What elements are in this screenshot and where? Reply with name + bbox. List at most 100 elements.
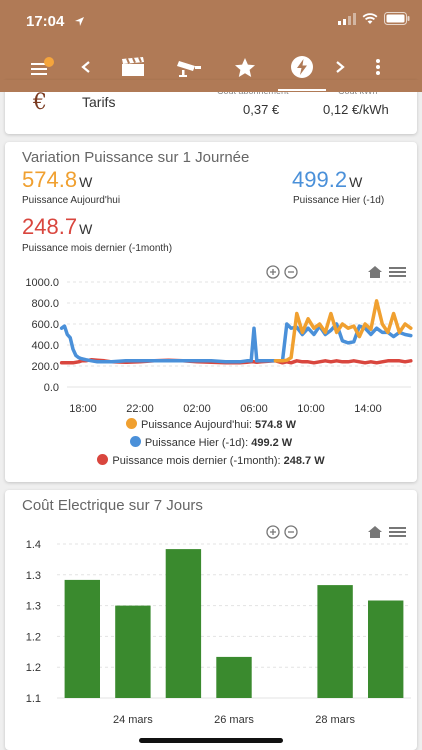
yesterday-power-label: Puissance Hier (-1d) — [293, 195, 385, 206]
cost-bar — [317, 585, 353, 698]
yesterday-power-unit: W — [349, 174, 363, 190]
active-tab-indicator — [278, 89, 326, 91]
zoom-out-icon[interactable] — [284, 265, 298, 279]
yesterday-power-number: 499.2 — [292, 167, 348, 192]
y-tick-label: 800.0 — [31, 298, 59, 310]
home-indicator — [139, 738, 283, 743]
power-card-title: Variation Puissance sur 1 Journée — [22, 149, 250, 166]
cost-bar — [216, 656, 252, 698]
series-line — [273, 299, 413, 363]
more-button[interactable] — [362, 52, 394, 82]
signal-icon — [338, 12, 356, 25]
power-chart-zoom-controls — [265, 264, 299, 280]
today-power-number: 574.8 — [22, 167, 78, 192]
lastmonth-power-unit: W — [79, 221, 93, 237]
y-tick-label: 1.3 — [26, 570, 41, 582]
star-icon — [235, 57, 255, 77]
cost-chart-zoom-controls — [265, 524, 299, 540]
y-tick-label: 400.0 — [31, 340, 59, 352]
x-tick-label: 22:00 — [126, 403, 154, 415]
legend-dot-lastmonth — [97, 454, 109, 465]
legend-dot-today — [126, 418, 137, 429]
hamburger-icon[interactable] — [389, 267, 406, 277]
legend-lastmonth-name: Puissance mois dernier (-1month): — [112, 455, 281, 467]
y-tick-label: 1.1 — [26, 693, 41, 705]
menu-button[interactable] — [26, 52, 58, 82]
battery-icon — [384, 12, 410, 25]
bolt-icon — [291, 56, 313, 78]
x-tick-label: 02:00 — [183, 403, 211, 415]
energy-button[interactable] — [286, 52, 318, 82]
x-tick-label: 18:00 — [69, 403, 97, 415]
wifi-icon — [362, 12, 378, 24]
cost-bar-chart: 1.4 1.3 1.3 1.2 1.2 1.1 24 mars 26 mars 28 mars — [26, 539, 411, 726]
chart-tools — [368, 526, 406, 538]
x-tick-label: 14:00 — [354, 403, 382, 415]
x-tick-label: 06:00 — [240, 403, 268, 415]
legend-today-name: Puissance Aujourd'hui: — [141, 419, 252, 431]
camera-button[interactable] — [174, 52, 206, 82]
legend-yesterday-value: 499.2 W — [251, 437, 293, 449]
zoom-in-icon[interactable] — [266, 265, 280, 279]
cost-card-title: Coût Electrique sur 7 Jours — [22, 497, 203, 514]
x-tick-label: 10:00 — [297, 403, 325, 415]
y-tick-label: 1.3 — [26, 601, 41, 613]
status-time: 17:04 — [26, 13, 65, 30]
subscription-cost-value: 0,37 € — [243, 102, 280, 117]
y-tick-label: 600.0 — [31, 319, 59, 331]
y-tick-label: 1.2 — [26, 631, 41, 643]
kwh-cost-value: 0,12 €/kWh — [323, 102, 389, 117]
legend-yesterday-name: Puissance Hier (-1d): — [144, 437, 249, 449]
toolbar — [0, 46, 422, 90]
zoom-in-icon[interactable] — [266, 525, 280, 539]
y-tick-label: 200.0 — [31, 361, 59, 373]
back-button[interactable] — [70, 52, 102, 82]
lastmonth-power-number: 248.7 — [22, 214, 78, 239]
legend-dot-yesterday — [129, 436, 141, 447]
favorites-button[interactable] — [229, 52, 261, 82]
power-legend-yesterday[interactable]: Puissance Hier (-1d): 499.2 W — [5, 436, 417, 449]
cost-bar — [368, 600, 404, 698]
y-tick-label: 1000.0 — [25, 277, 59, 289]
cost-chart-menu-controls — [367, 525, 407, 539]
notification-badge — [44, 57, 54, 67]
legend-today-value: 574.8 W — [255, 419, 296, 431]
chart-tools — [368, 266, 406, 278]
camera-icon — [177, 61, 201, 77]
euro-icon: € — [33, 90, 47, 115]
app-bar: 17:04 — [0, 0, 422, 92]
y-tick-label: 1.2 — [26, 662, 41, 674]
y-tick-label: 1.4 — [26, 539, 41, 551]
cost-card: Coût Electrique sur 7 Jours 1.4 1.3 1.3 1.2… — [5, 490, 417, 750]
status-bar: 17:04 — [0, 0, 422, 44]
legend-lastmonth-value: 248.7 W — [283, 455, 325, 467]
today-power-value: 574.8 W — [22, 167, 92, 193]
series-line — [59, 322, 413, 364]
power-line-chart: 1000.0 800.0 600.0 400.0 200.0 0.0 18:00 22:00 0… — [25, 277, 413, 415]
power-legend-today[interactable]: Puissance Aujourd'hui: 574.8 W — [5, 418, 417, 431]
power-card: Variation Puissance sur 1 Journée 574.8 W… — [5, 142, 417, 482]
status-icons — [338, 12, 410, 25]
y-tick-label: 0.0 — [44, 382, 59, 394]
lastmonth-power-label: Puissance mois dernier (-1month) — [22, 243, 173, 254]
x-tick-label: 24 mars — [113, 714, 153, 726]
home-icon[interactable] — [368, 266, 382, 278]
tarifs-label: Tarifs — [82, 94, 116, 110]
power-chart-menu-controls — [367, 265, 407, 279]
today-power-unit: W — [79, 174, 93, 190]
forward-chevron-icon — [336, 61, 345, 73]
forward-button[interactable] — [324, 52, 356, 82]
hamburger-icon[interactable] — [389, 527, 406, 537]
location-arrow-icon — [75, 17, 84, 26]
cost-bar — [165, 549, 202, 698]
appbar-bottom — [0, 80, 422, 92]
zoom-icons — [266, 525, 298, 539]
more-vertical-icon — [376, 59, 380, 75]
yesterday-power-value: 499.2 W — [292, 167, 362, 193]
power-legend-lastmonth[interactable]: Puissance mois dernier (-1month): 248.7 … — [5, 454, 417, 467]
home-icon[interactable] — [368, 526, 382, 538]
zoom-out-icon[interactable] — [284, 525, 298, 539]
video-button[interactable] — [117, 52, 149, 82]
x-tick-label: 26 mars — [214, 714, 254, 726]
lastmonth-power-value: 248.7 W — [22, 214, 92, 240]
